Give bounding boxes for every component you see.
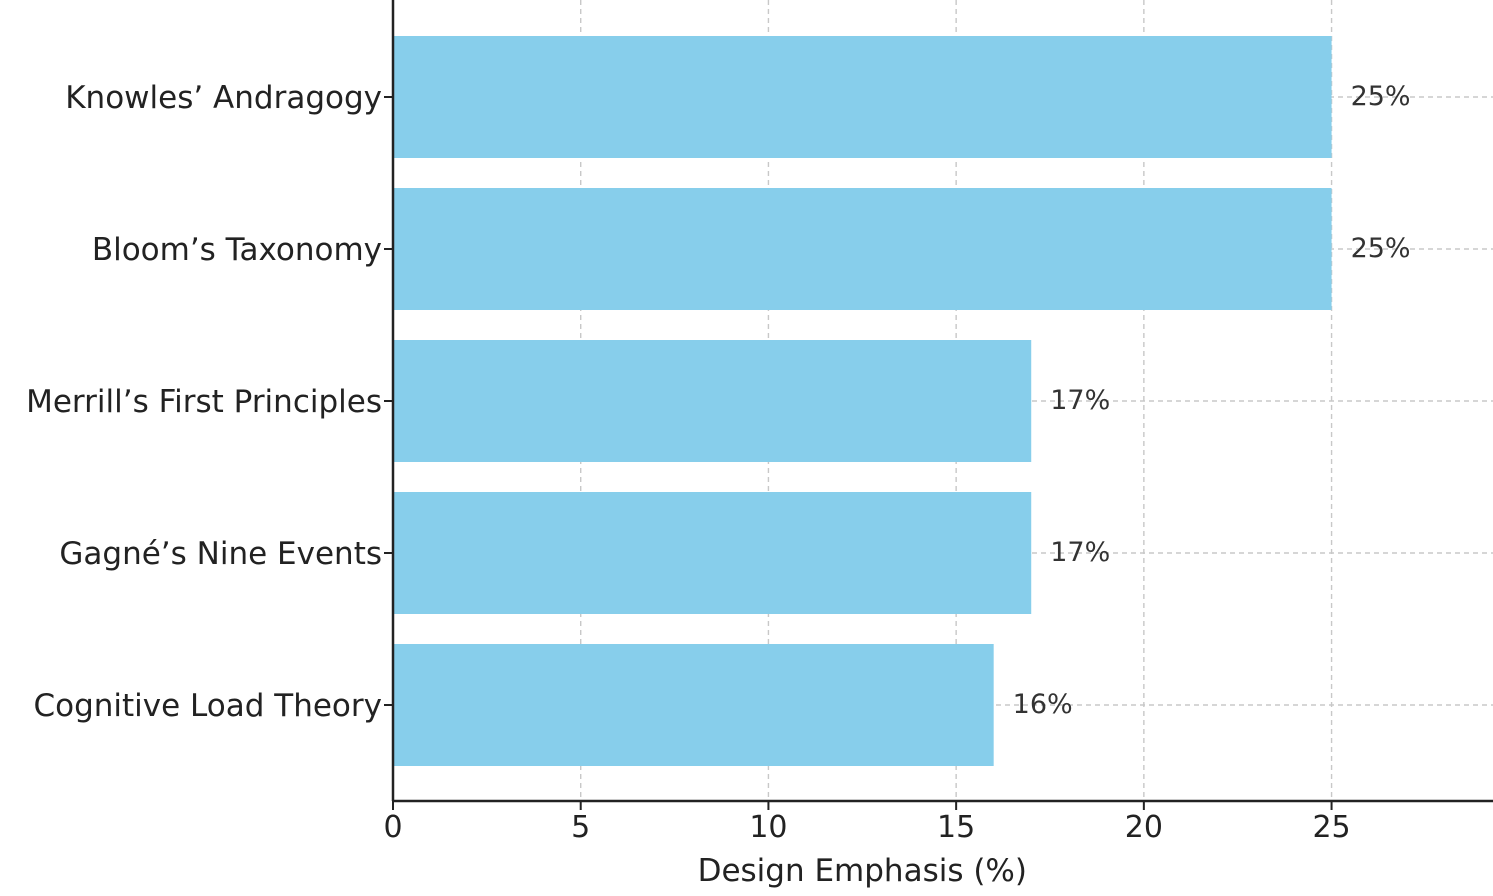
bars: [393, 36, 1332, 766]
x-tick-label: 0: [383, 810, 402, 845]
x-axis-title: Design Emphasis (%): [698, 853, 1027, 889]
x-tick-label: 15: [937, 810, 975, 845]
category-label: Knowles’ Andragogy: [65, 80, 382, 116]
bar: [393, 492, 1032, 614]
data-label: 25%: [1351, 81, 1411, 112]
bar: [393, 188, 1332, 310]
bar: [393, 340, 1032, 462]
x-tick-label: 20: [1125, 810, 1163, 845]
category-label: Merrill’s First Principles: [26, 384, 382, 420]
ticks: [384, 96, 1333, 810]
data-label: 17%: [1050, 385, 1110, 416]
data-label: 16%: [1013, 689, 1073, 720]
bar: [393, 644, 994, 766]
labels: 0 5 10 15 20 25 Knowles’ Andragogy 25% Bloom’s T…: [26, 80, 1410, 845]
data-label: 17%: [1050, 537, 1110, 568]
category-label: Bloom’s Taxonomy: [92, 232, 382, 268]
bar: [393, 36, 1332, 158]
category-label: Cognitive Load Theory: [33, 688, 382, 724]
category-label: Gagné’s Nine Events: [59, 536, 382, 572]
x-tick-label: 10: [749, 810, 787, 845]
x-tick-label: 25: [1312, 810, 1350, 845]
x-tick-label: 5: [571, 810, 590, 845]
data-label: 25%: [1351, 233, 1411, 264]
